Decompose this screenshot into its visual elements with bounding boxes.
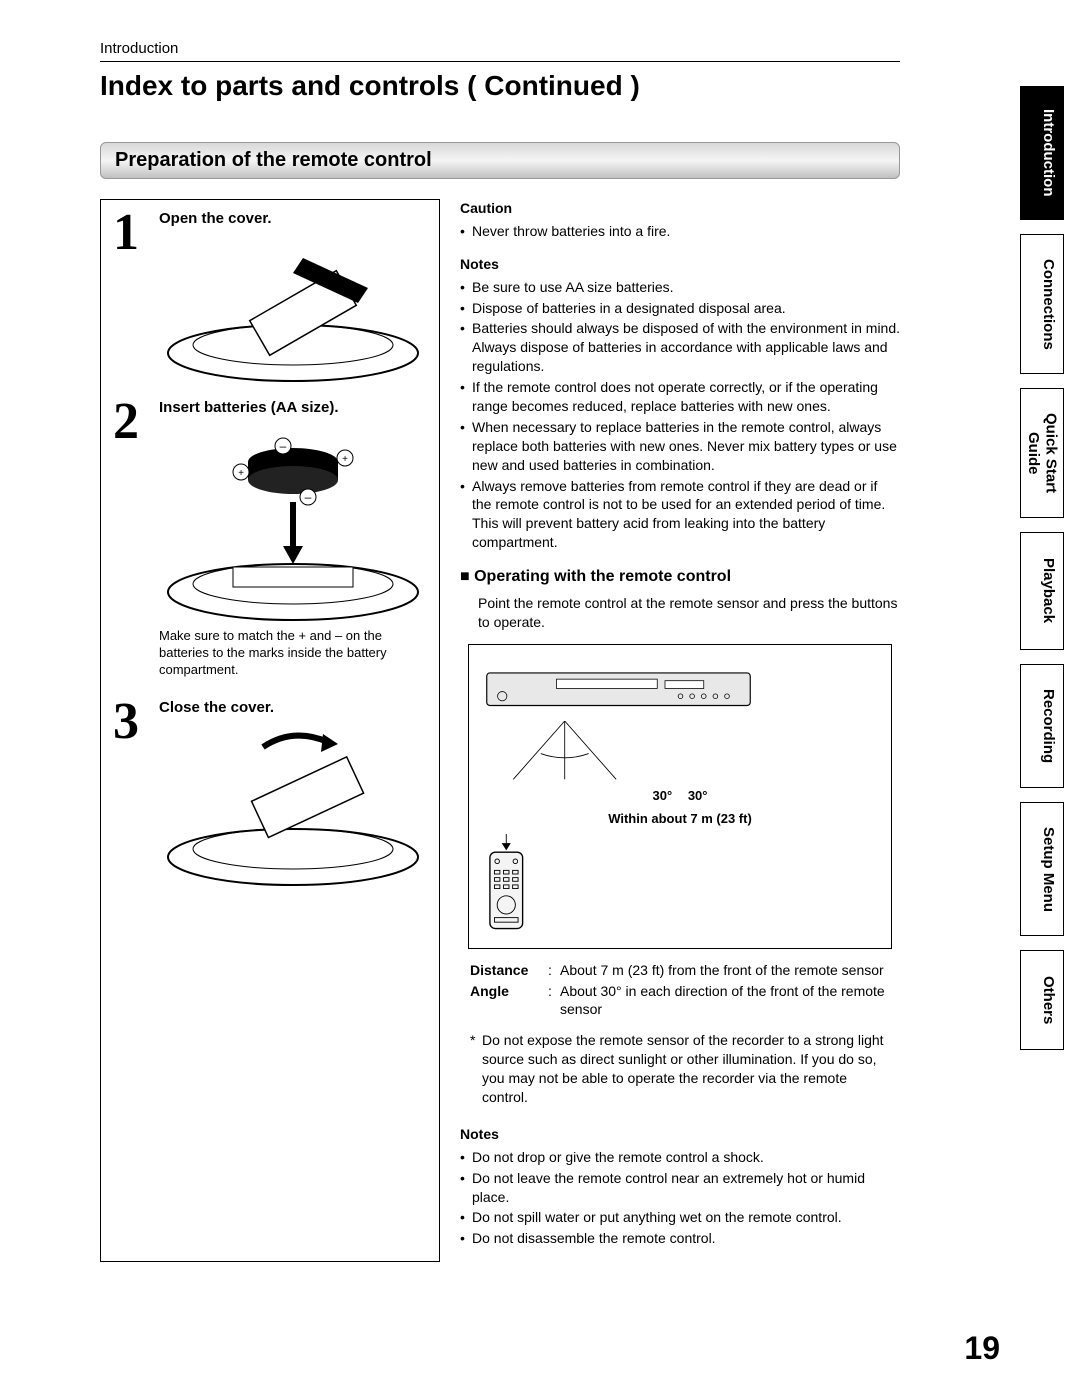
step-1: 1 Open the cover. [113, 210, 427, 389]
section-bar: Preparation of the remote control [100, 142, 900, 179]
dvd-player-icon [479, 659, 758, 721]
open-cover-illustration [159, 233, 427, 383]
list-item: Be sure to use AA size batteries. [460, 278, 900, 297]
colon: : [548, 982, 560, 1020]
notes1-heading: Notes [460, 255, 900, 274]
tab-quick-start-guide[interactable]: Quick Start Guide [1020, 388, 1064, 518]
list-item: Do not disassemble the remote control. [460, 1229, 900, 1248]
step-3-title: Close the cover. [159, 699, 427, 716]
list-item: When necessary to replace batteries in t… [460, 418, 900, 475]
asterisk-note: Do not expose the remote sensor of the r… [470, 1031, 890, 1107]
spec-distance-value: About 7 m (23 ft) from the front of the … [560, 961, 890, 980]
list-item: Do not leave the remote control near an … [460, 1169, 900, 1207]
tab-connections[interactable]: Connections [1020, 234, 1064, 374]
notes2-heading: Notes [460, 1125, 900, 1144]
list-item: If the remote control does not operate c… [460, 378, 900, 416]
close-cover-illustration [159, 722, 427, 892]
operating-desc: Point the remote control at the remote s… [478, 594, 900, 632]
steps-panel: 1 Open the cover. 2 Insert batteries (AA… [100, 199, 440, 1262]
notes1-list: Be sure to use AA size batteries. Dispos… [460, 278, 900, 552]
info-column: Caution Never throw batteries into a fir… [460, 199, 900, 1262]
operating-heading: Operating with the remote control [460, 566, 900, 588]
header-section: Introduction [100, 40, 900, 62]
tab-playback[interactable]: Playback [1020, 532, 1064, 650]
tab-setup-menu[interactable]: Setup Menu [1020, 802, 1064, 936]
list-item: Dispose of batteries in a designated dis… [460, 299, 900, 318]
angle-left: 30° [653, 788, 673, 803]
step-3-number: 3 [113, 699, 149, 898]
side-tabs: Introduction Connections Quick Start Gui… [1020, 86, 1064, 1050]
notes2-list: Do not drop or give the remote control a… [460, 1148, 900, 1248]
caution-heading: Caution [460, 199, 900, 218]
tab-recording[interactable]: Recording [1020, 664, 1064, 788]
step-2-title: Insert batteries (AA size). [159, 399, 427, 416]
list-item: Always remove batteries from remote cont… [460, 477, 900, 553]
colon: : [548, 961, 560, 980]
tab-introduction[interactable]: Introduction [1020, 86, 1064, 220]
step-1-number: 1 [113, 210, 149, 389]
angle-lines-icon [479, 721, 650, 781]
tab-others[interactable]: Others [1020, 950, 1064, 1050]
svg-text:–: – [305, 490, 312, 504]
step-2: 2 Insert batteries (AA size). + + – – [113, 399, 427, 689]
spec-angle-label: Angle [470, 982, 548, 1020]
angle-right: 30° [688, 788, 708, 803]
page-title: Index to parts and controls ( Continued … [100, 70, 900, 102]
step-2-note: Make sure to match the + and – on the ba… [159, 628, 427, 679]
insert-batteries-illustration: + + – – [159, 422, 427, 622]
step-1-title: Open the cover. [159, 210, 427, 227]
list-item: Do not spill water or put anything wet o… [460, 1208, 900, 1227]
list-item: Never throw batteries into a fire. [460, 222, 900, 241]
page-number: 19 [964, 1330, 1000, 1367]
caution-list: Never throw batteries into a fire. [460, 222, 900, 241]
spec-distance: Distance : About 7 m (23 ft) from the fr… [470, 961, 890, 980]
tab-qsg-line1: Quick Start [1042, 413, 1059, 493]
spec-distance-label: Distance [470, 961, 548, 980]
distance-label: Within about 7 m (23 ft) [479, 810, 881, 828]
list-item: Do not drop or give the remote control a… [460, 1148, 900, 1167]
svg-text:+: + [238, 468, 244, 479]
spec-angle: Angle : About 30° in each direction of t… [470, 982, 890, 1020]
remote-range-diagram: 30° 30° Within about 7 m (23 ft) [468, 644, 892, 949]
spec-angle-value: About 30° in each direction of the front… [560, 982, 890, 1020]
list-item: Batteries should always be disposed of w… [460, 319, 900, 376]
tab-qsg-line2: Guide [1025, 432, 1042, 475]
svg-text:+: + [342, 454, 348, 465]
svg-text:–: – [280, 439, 287, 453]
step-3: 3 Close the cover. [113, 699, 427, 898]
step-2-number: 2 [113, 399, 149, 689]
remote-icon [479, 834, 534, 934]
